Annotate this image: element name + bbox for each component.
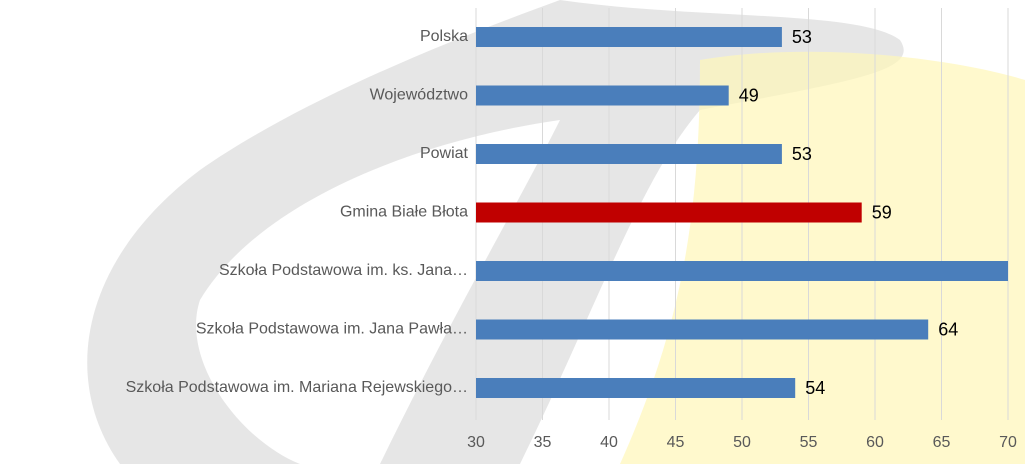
value-label: 53 [792, 144, 812, 164]
category-label: Województwo [370, 87, 469, 104]
bar [476, 319, 929, 340]
x-tick-label: 30 [467, 434, 485, 451]
bar [476, 85, 729, 106]
bar [476, 261, 1008, 281]
bar [476, 27, 782, 47]
category-label: Szkoła Podstawowa im. Jana Pawła… [196, 321, 468, 338]
category-label: Powiat [420, 145, 469, 162]
bar [476, 144, 782, 164]
value-label: 64 [938, 319, 958, 339]
category-label: Szkoła Podstawowa im. ks. Jana… [219, 262, 468, 279]
value-label: 49 [739, 85, 759, 105]
x-tick-label: 55 [800, 434, 818, 451]
value-label: 59 [872, 202, 892, 222]
x-tick-label: 45 [667, 434, 685, 451]
category-label: Szkoła Podstawowa im. Mariana Rejewskieg… [126, 379, 468, 396]
category-label: Polska [420, 28, 468, 45]
category-label: Gmina Białe Błota [340, 204, 468, 221]
x-tick-label: 50 [733, 434, 751, 451]
x-tick-label: 40 [600, 434, 618, 451]
bar [476, 202, 862, 223]
x-tick-label: 35 [534, 434, 552, 451]
x-tick-label: 70 [999, 434, 1017, 451]
value-label: 53 [792, 27, 812, 47]
value-label: 54 [805, 378, 825, 398]
x-tick-label: 65 [933, 434, 951, 451]
bar [476, 378, 796, 398]
x-tick-label: 60 [866, 434, 884, 451]
